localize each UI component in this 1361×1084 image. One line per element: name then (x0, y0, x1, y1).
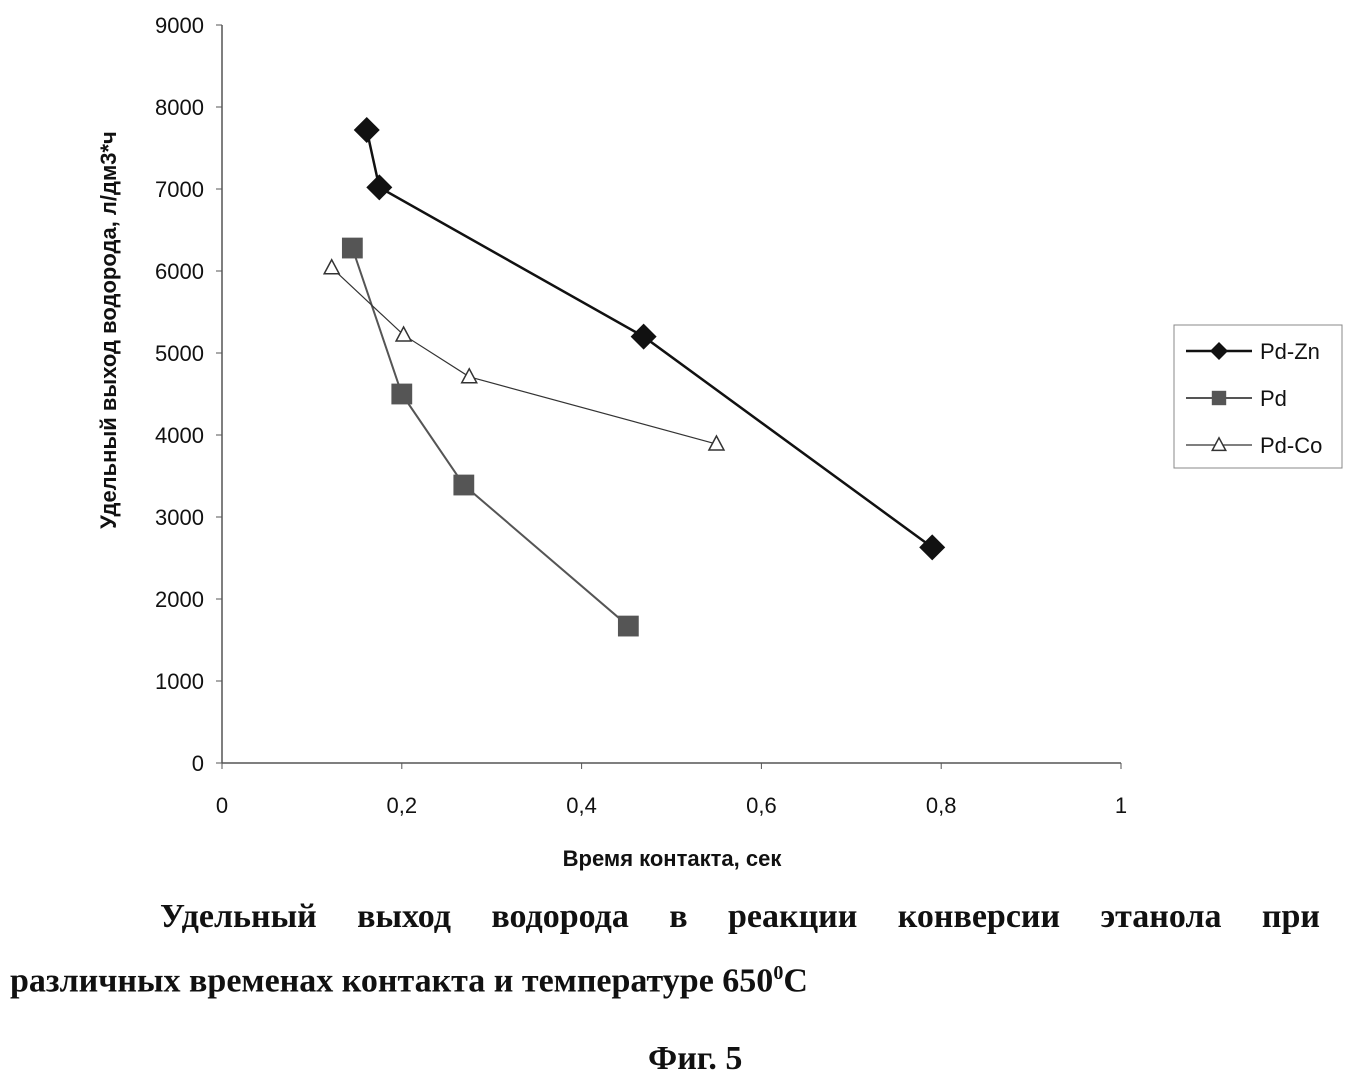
y-tick-label: 9000 (155, 13, 204, 38)
x-tick-label: 1 (1115, 793, 1127, 818)
caption-line-2: различных временах контакта и температур… (10, 962, 808, 1000)
data-point-pd (618, 616, 639, 637)
y-tick-label: 8000 (155, 95, 204, 120)
x-tick-label: 0,4 (566, 793, 597, 818)
y-tick-label: 4000 (155, 423, 204, 448)
data-point-pd-co (462, 369, 477, 383)
y-tick-label: 3000 (155, 505, 204, 530)
data-point-pd-zn (631, 324, 657, 350)
data-point-pd (453, 475, 474, 496)
data-point-pd (342, 238, 363, 259)
caption-line-2-text: различных временах контакта и температур… (10, 962, 773, 999)
data-point-pd-zn (366, 174, 392, 200)
legend-marker-pd (1212, 391, 1226, 405)
x-tick-label: 0,6 (746, 793, 777, 818)
caption-unit: C (783, 962, 808, 999)
y-tick-label: 7000 (155, 177, 204, 202)
figure-label: Фиг. 5 (648, 1040, 742, 1078)
x-tick-label: 0,2 (387, 793, 418, 818)
y-tick-label: 5000 (155, 341, 204, 366)
legend-label-pd-co: Pd-Co (1260, 433, 1322, 458)
caption-degree: 0 (773, 962, 783, 984)
chart: 0 1000 2000 3000 4000 5000 6000 7000 8000 9000 0 0,… (0, 0, 1361, 900)
y-tick-label: 1000 (155, 669, 204, 694)
y-axis-label: Удельный выход водорода, л/дм3*ч (96, 131, 121, 529)
x-axis-label: Время контакта, сек (563, 846, 783, 871)
caption-line-1: Удельный выход водорода в реакции конвер… (160, 898, 1320, 936)
legend-label-pd-zn: Pd-Zn (1260, 339, 1320, 364)
x-tick-label: 0,8 (926, 793, 957, 818)
y-tick-label: 2000 (155, 587, 204, 612)
y-tick-label: 0 (192, 751, 204, 776)
legend-label-pd: Pd (1260, 386, 1287, 411)
data-point-pd-zn (919, 534, 945, 560)
data-point-pd-co (324, 260, 339, 274)
data-point-pd-zn (354, 117, 380, 143)
x-tick-label: 0 (216, 793, 228, 818)
y-tick-label: 6000 (155, 259, 204, 284)
data-point-pd-co (396, 327, 411, 341)
data-point-pd (391, 384, 412, 405)
